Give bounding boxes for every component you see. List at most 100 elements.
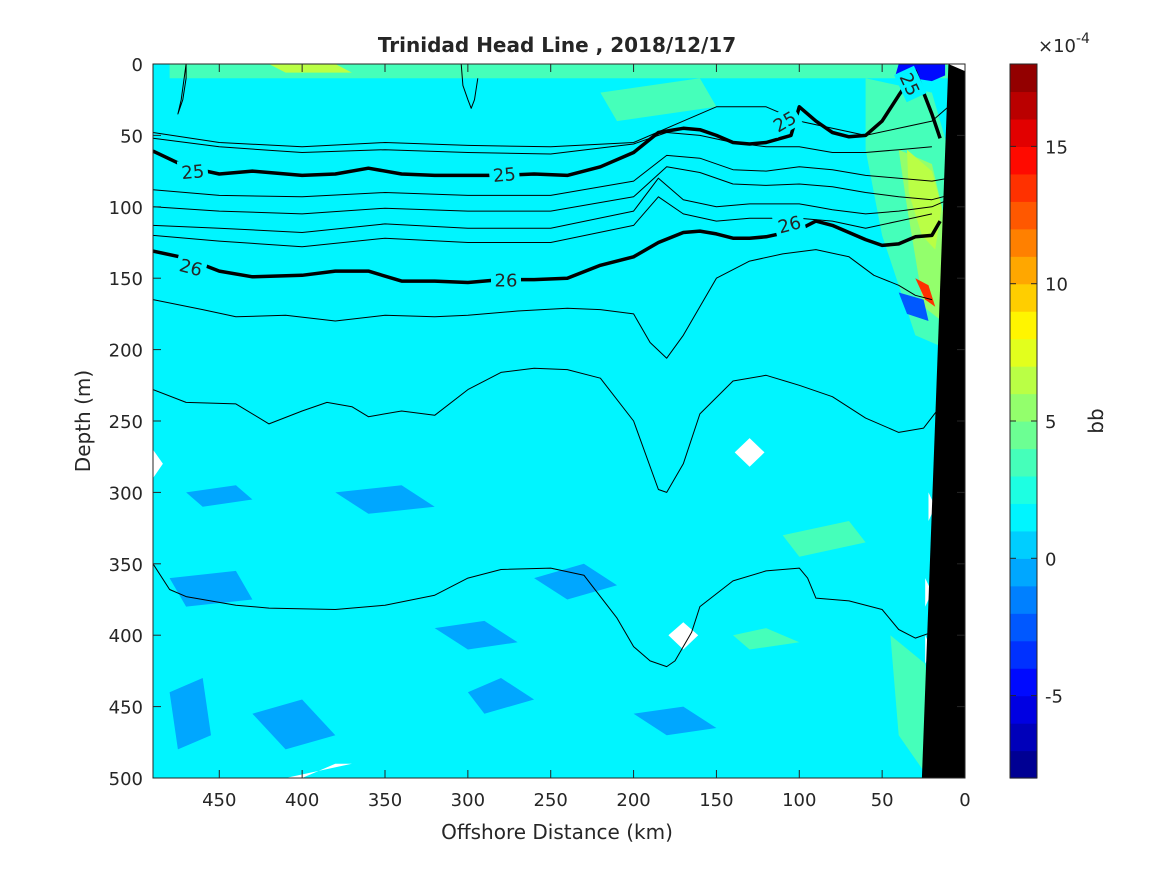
isopycnal — [153, 196, 933, 248]
isopycnal — [177, 64, 187, 115]
no-data-patch — [668, 622, 699, 650]
y-tick-label: 150 — [109, 269, 143, 290]
x-tick-label: 250 — [534, 790, 568, 811]
x-tick-label: 350 — [368, 790, 402, 811]
colorbar-block — [1010, 311, 1037, 340]
y-tick-label: 250 — [109, 412, 143, 433]
colorbar-exponent: ×10-4 — [1038, 31, 1090, 57]
contour-label-background — [488, 161, 521, 187]
y-tick-label: 450 — [109, 698, 143, 719]
x-axis-label: Offshore Distance (km) — [441, 820, 673, 844]
field-patch — [252, 699, 336, 750]
colorbar-block — [1010, 503, 1037, 532]
contour-label-background — [173, 252, 209, 282]
colorbar-block — [1010, 613, 1037, 642]
colorbar-block — [1010, 201, 1037, 230]
field-patch — [898, 292, 929, 321]
colorbar-tick-label: 10 — [1045, 275, 1068, 296]
x-tick-label: 200 — [616, 790, 650, 811]
colorbar: -5 0 5 10 15 ×10-4 bb — [1009, 31, 1108, 779]
colorbar-tick-label: 5 — [1045, 412, 1056, 433]
isopycnal — [153, 563, 933, 668]
contour-label-background — [765, 104, 803, 139]
x-tick-label: 400 — [285, 790, 319, 811]
contour-label-text: 25 — [492, 164, 517, 187]
no-data-patch — [734, 438, 765, 467]
colorbar-block — [1010, 530, 1037, 559]
bathymetry — [921, 64, 965, 778]
y-tick-label: 350 — [109, 555, 143, 576]
colorbar-tick-label: 15 — [1045, 137, 1068, 158]
isopycnal — [153, 177, 949, 233]
field-patch — [733, 628, 800, 650]
chart-title: Trinidad Head Line , 2018/12/17 — [378, 33, 736, 57]
y-tick-label: 50 — [120, 126, 143, 147]
contour-label-text: 26 — [495, 271, 518, 292]
x-tick-label: 300 — [451, 790, 485, 811]
colorbar-exponent-multiplier: ×10 — [1038, 36, 1076, 57]
colorbar-tick-label: 0 — [1045, 549, 1056, 570]
field-patch — [169, 678, 211, 750]
colorbar-block — [1010, 228, 1037, 257]
contour-layer — [153, 64, 949, 668]
colorbar-block — [1010, 475, 1037, 504]
colorbar-block — [1010, 118, 1037, 147]
no-data-patch — [269, 763, 352, 778]
x-axis: 450 400 350 300 250 200 150 100 50 0 — [202, 64, 971, 811]
isopycnal — [153, 106, 949, 148]
colorbar-scale — [1010, 64, 1037, 779]
colorbar-block — [1010, 585, 1037, 614]
colorbar-block — [1010, 448, 1037, 477]
field-patch — [186, 485, 253, 507]
contour-label-background — [176, 158, 209, 184]
isopycnal — [153, 166, 949, 215]
colorbar-block — [1010, 668, 1037, 697]
y-tick-label: 200 — [109, 341, 143, 362]
colorbar-ticks: -5 0 5 10 15 — [1010, 137, 1068, 708]
x-tick-label: 100 — [782, 790, 816, 811]
field-patch — [335, 485, 435, 514]
field-patch — [467, 678, 535, 714]
no-data-patch — [153, 449, 163, 479]
contour-label: 26 — [491, 268, 521, 292]
colorbar-block — [1010, 558, 1037, 587]
colorbar-block — [1010, 695, 1037, 724]
colorbar-label: bb — [1084, 408, 1108, 433]
colorbar-block — [1010, 146, 1037, 175]
y-tick-label: 400 — [109, 626, 143, 647]
colorbar-exponent-power: -4 — [1076, 31, 1090, 47]
y-tick-label: 100 — [109, 198, 143, 219]
contour-label-text: 25 — [181, 161, 206, 184]
field-patch — [169, 64, 949, 79]
x-tick-label: 0 — [959, 790, 970, 811]
field-patch — [633, 706, 717, 736]
colorbar-block — [1010, 256, 1037, 285]
contour-label: 26 — [173, 252, 209, 282]
colorbar-block — [1010, 64, 1037, 93]
colorbar-block — [1010, 173, 1037, 202]
colorbar-block — [1010, 723, 1037, 752]
y-axis-label: Depth (m) — [71, 370, 95, 472]
bathymetry-layer — [921, 64, 965, 778]
isopycnal — [153, 367, 941, 493]
field-patch — [600, 78, 717, 122]
field-layer — [153, 64, 965, 778]
colorbar-block — [1010, 393, 1037, 422]
isopycnal — [153, 132, 932, 155]
contour-label: 25 — [488, 161, 521, 187]
contour-label: 25 — [176, 158, 209, 184]
y-tick-label: 500 — [109, 769, 143, 790]
x-tick-label: 150 — [699, 790, 733, 811]
x-tick-label: 450 — [202, 790, 236, 811]
isopycnal-bold — [153, 219, 942, 285]
colorbar-tick-label: -5 — [1045, 687, 1063, 708]
isopycnal-bold — [153, 69, 942, 178]
field-patch — [269, 64, 352, 73]
x-tick-label: 50 — [871, 790, 894, 811]
plot-background — [153, 64, 965, 778]
colorbar-block — [1010, 338, 1037, 367]
colorbar-block — [1010, 283, 1037, 312]
